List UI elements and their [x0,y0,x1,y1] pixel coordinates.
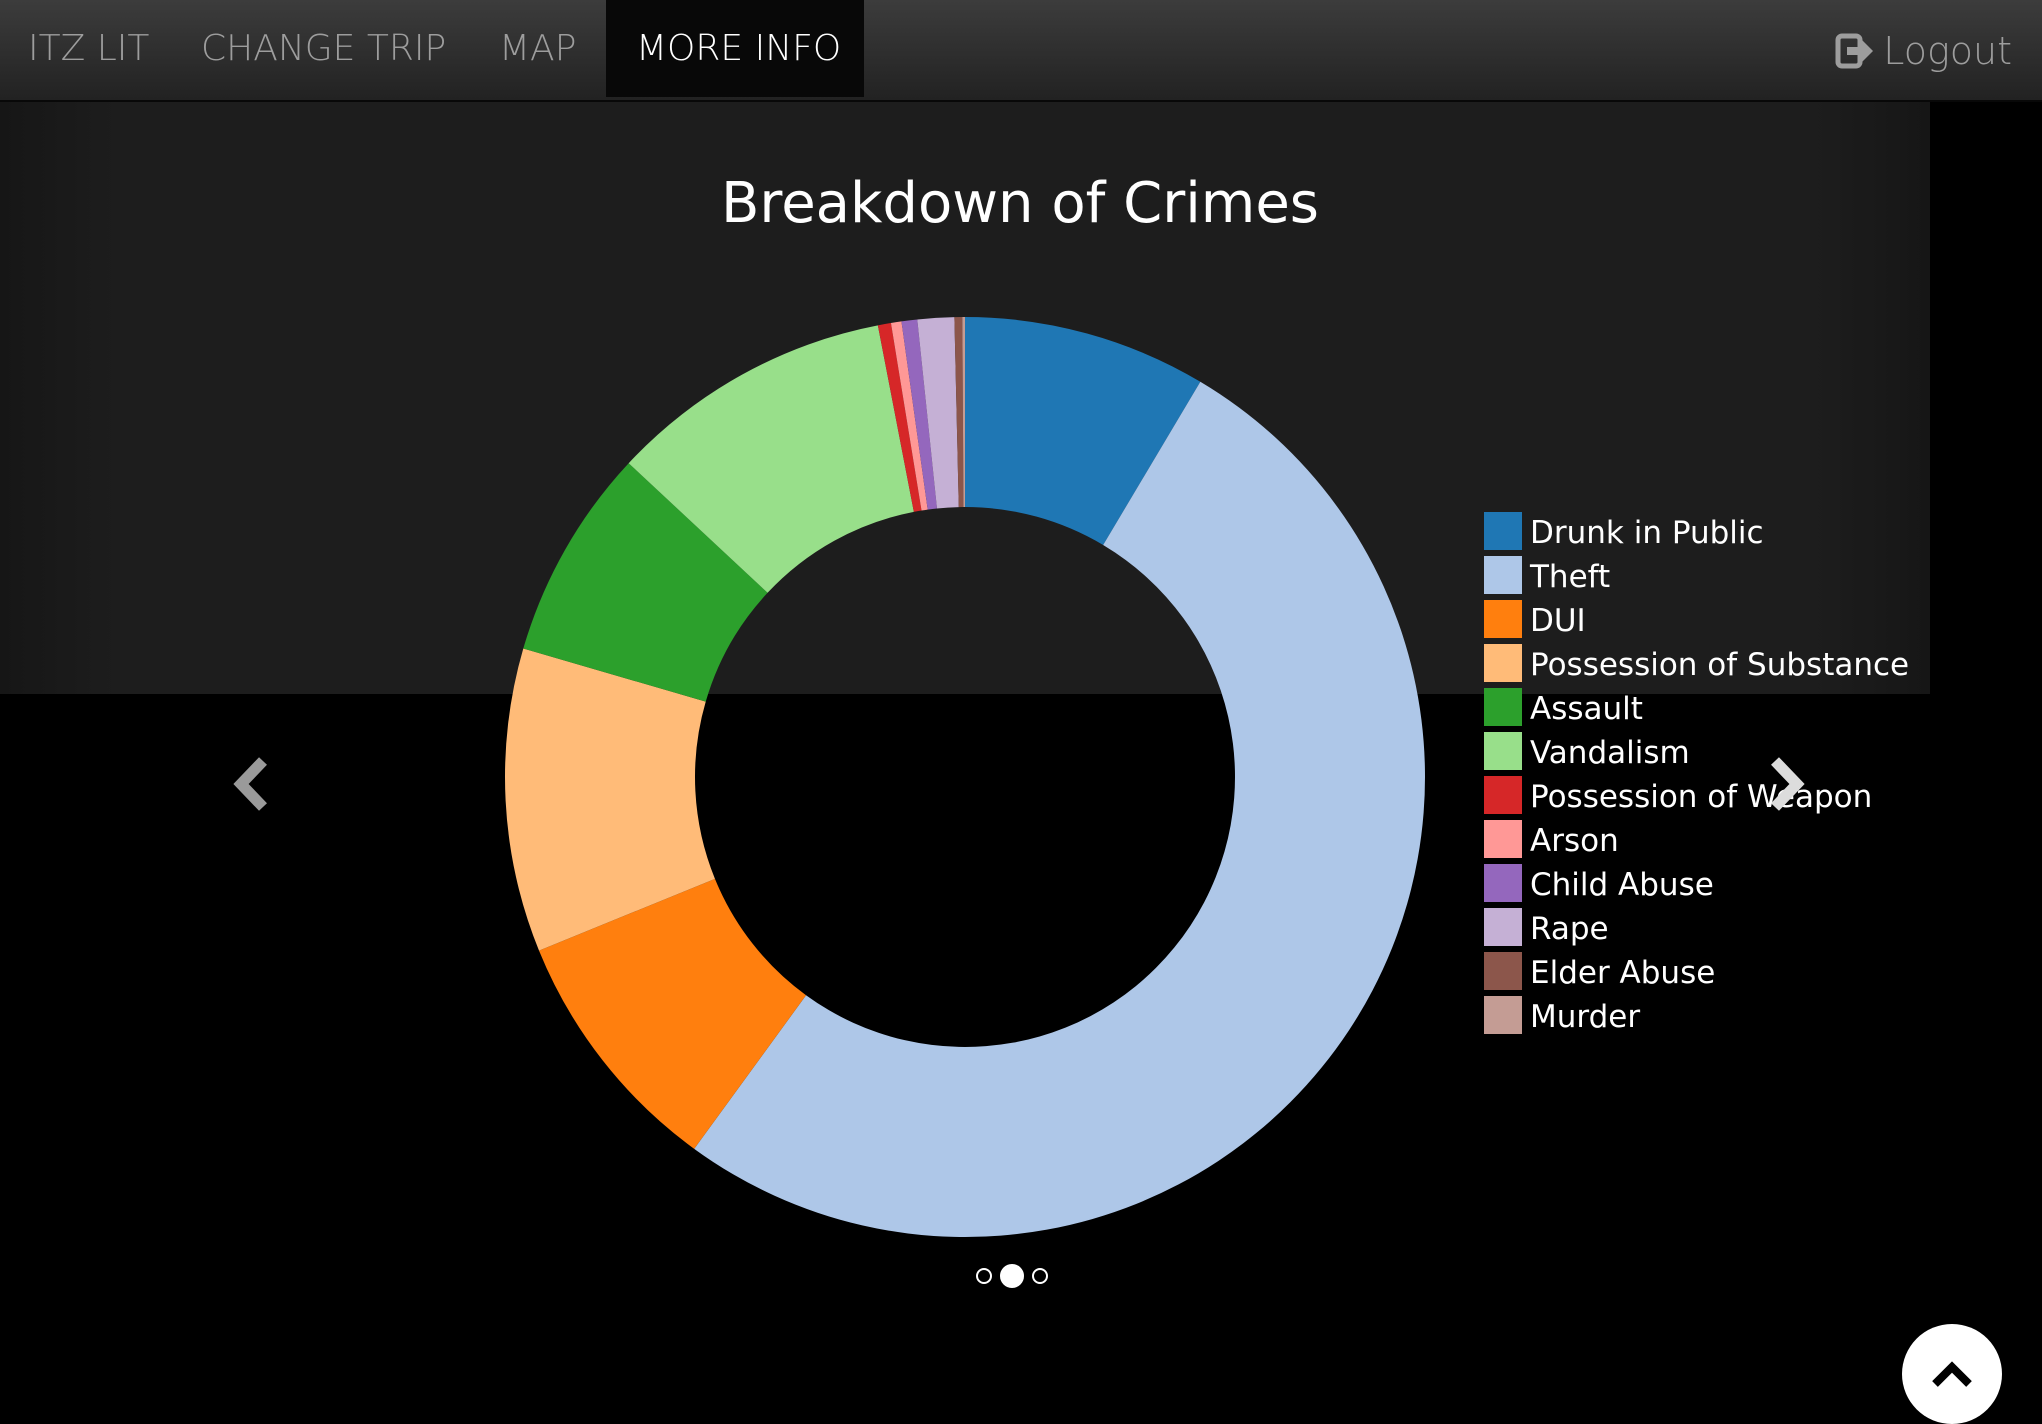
legend-label: DUI [1530,603,1586,639]
carousel-next-button[interactable] [1752,744,1822,824]
donut-slice-rape[interactable] [917,317,959,509]
legend-swatch [1484,864,1522,902]
carousel-indicator[interactable] [976,1268,992,1284]
legend-swatch [1484,996,1522,1034]
donut-slice-theft[interactable] [694,381,1425,1237]
crime-donut-chart: Breakdown of Crimes Drunk in Public Theft… [504,171,1909,1237]
donut-slice-elder-abuse[interactable] [954,317,964,508]
chart-title: Breakdown of Crimes [721,171,1319,236]
donut-slice-possession-of-substance[interactable] [504,648,715,951]
donut-slices [504,317,1425,1237]
navbar: ITZ LIT CHANGE TRIP MAP MORE INFO Logout [0,0,2042,102]
carousel: Breakdown of Crimes Drunk in Public Theft… [0,102,2042,1424]
chevron-left-icon [233,757,267,811]
legend-swatch [1484,908,1522,946]
legend-label: Elder Abuse [1530,955,1715,991]
donut-slice-dui[interactable] [539,878,807,1149]
carousel-indicators [976,1264,1048,1288]
legend-label: Arson [1530,823,1619,859]
legend-label: Vandalism [1530,735,1690,771]
legend-label: Drunk in Public [1530,515,1764,551]
chart-legend: Drunk in Public Theft DUI Possession of Sub… [1484,512,1909,1035]
carousel-indicator[interactable] [1032,1268,1048,1284]
nav-item-map[interactable]: MAP [499,28,577,69]
scroll-to-top-button[interactable] [1902,1324,2002,1424]
carousel-prev-button[interactable] [216,744,286,824]
legend-label: Possession of Substance [1530,647,1909,683]
legend-label: Child Abuse [1530,867,1714,903]
legend-swatch [1484,952,1522,990]
legend-swatch [1484,556,1522,594]
legend-swatch [1484,820,1522,858]
carousel-indicator-active[interactable] [1000,1264,1024,1288]
logout-label: Logout [1883,29,2012,73]
donut-slice-drunk-in-public[interactable] [965,317,1201,546]
logout-icon [1835,33,1874,69]
legend-swatch [1484,732,1522,770]
legend-label: Rape [1530,911,1609,947]
legend-label: Possession of Weapon [1530,779,1872,815]
donut-slice-possession-of-weapon[interactable] [877,323,922,512]
legend-label: Assault [1530,691,1643,727]
donut-slice-child-abuse[interactable] [901,319,937,510]
logout-button[interactable]: Logout [1835,0,2012,102]
nav-item-change-trip[interactable]: CHANGE TRIP [201,28,447,69]
nav-item-more-info[interactable]: MORE INFO [606,0,864,97]
legend-swatch [1484,600,1522,638]
donut-slice-arson[interactable] [890,321,928,511]
legend-swatch [1484,776,1522,814]
chevron-right-icon [1771,757,1805,811]
chevron-up-icon [1932,1361,1972,1387]
donut-slice-assault[interactable] [523,463,768,702]
legend-swatch [1484,512,1522,550]
donut-slice-murder[interactable] [962,317,965,508]
legend-label: Theft [1529,559,1610,595]
legend-label: Murder [1530,999,1640,1035]
nav-brand[interactable]: ITZ LIT [28,28,150,69]
donut-slice-vandalism[interactable] [628,325,914,593]
legend-swatch [1484,644,1522,682]
legend-swatch [1484,688,1522,726]
